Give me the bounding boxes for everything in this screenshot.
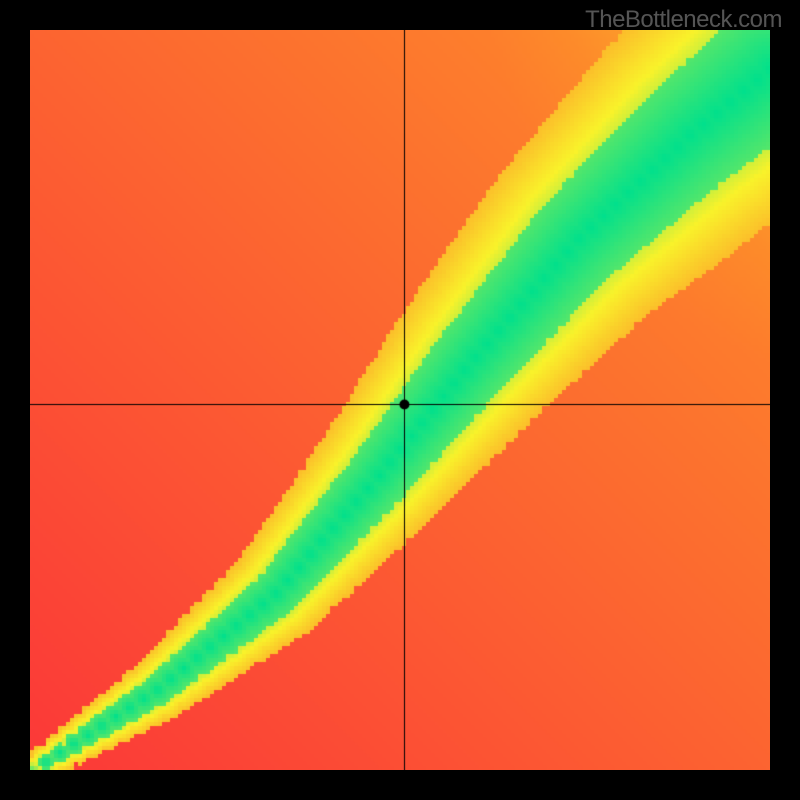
heatmap-canvas bbox=[30, 30, 770, 770]
plot-area bbox=[30, 30, 770, 770]
chart-container: TheBottleneck.com bbox=[0, 0, 800, 800]
watermark-text: TheBottleneck.com bbox=[585, 6, 782, 34]
